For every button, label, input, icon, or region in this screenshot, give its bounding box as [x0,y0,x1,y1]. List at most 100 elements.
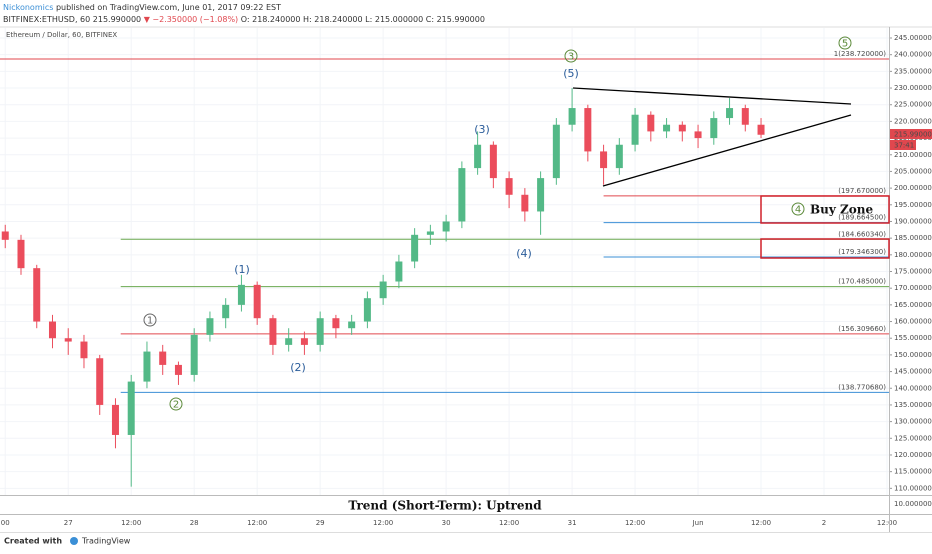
x-tick-label: Jun [692,519,704,527]
x-tick-label: 12:00 [751,519,771,527]
wave-label: (5) [563,67,579,80]
candle-body [505,178,513,195]
y-tick-label: 130.000000 [894,418,932,426]
y-tick-label: 125.000000 [894,434,932,442]
level-label: 1(238.720000) [834,50,886,58]
change: ▼ −2.350000 (−1.08%) [144,15,238,24]
y-tick-label: 205.000000 [894,167,932,175]
triangle-lower [602,114,852,187]
wave-label: (3) [474,123,490,136]
x-tick-label: 12:00 [877,519,897,527]
y-tick-label: 110.000000 [894,484,932,492]
x-tick-label: 31 [568,519,577,527]
y-tick-label: 245.000000 [894,34,932,42]
candle-body [80,341,88,359]
candle-body [395,261,403,282]
candle-body [411,234,419,262]
candle-body [348,321,356,329]
y-tick-label: 200.000000 [894,184,932,192]
wave-circle [169,397,183,411]
buy-zone-box [760,238,890,259]
candle-body [647,114,655,132]
wave-label: 5 [842,39,848,50]
level-label: (156.309660) [838,325,886,333]
x-tick-label: 12:00 [625,519,645,527]
candle-body [600,151,608,169]
x-tick-label: 12:00 [373,519,393,527]
symbol-line: BITFINEX:ETHUSD, 60 215.990000 ▼ −2.3500… [3,15,485,24]
wave-circle [564,49,578,63]
y-tick-label: 185.000000 [894,234,932,242]
candle-body [143,351,151,382]
trend-label: Trend (Short-Term): Uptrend [348,499,542,513]
candle-body [379,281,387,299]
candle-body [442,221,450,232]
candle-body [127,381,135,435]
candle-body [474,144,482,169]
wave-label: (4) [516,247,532,260]
candle-body [269,318,277,345]
candle-body [206,318,214,335]
footer-brand: TradingView [81,537,131,546]
y-tick-label: 145.000000 [894,368,932,376]
publisher: Nickonomics published on TradingView.com… [3,3,281,12]
level-label: (170.485000) [838,278,886,286]
y-tick-label: 120.000000 [894,451,932,459]
x-tick-label: 30 [442,519,451,527]
candle-body [316,318,324,345]
price-tag-label: 215.990000 [894,131,932,139]
x-tick-label: 2 [822,519,826,527]
candle-body [615,144,623,169]
candle-body [222,304,230,319]
candle-body [741,108,749,125]
candle-body [237,284,245,305]
y-tick-label: 230.000000 [894,84,932,92]
candle-body [584,108,592,152]
last: 215.990000 [93,15,141,24]
y-tick-label: 240.000000 [894,51,932,59]
candle-body [190,334,198,375]
y-tick-label: 135.000000 [894,401,932,409]
level-label: (179.346300) [838,248,886,256]
wave-label: 1 [147,316,153,327]
y-tick-label: 155.000000 [894,334,932,342]
y-tick-label: 140.000000 [894,384,932,392]
candle-body [663,124,671,132]
pane-axis-label: 10.000000 [894,500,932,508]
level-label: (138.770680) [838,383,886,391]
x-tick-label: 29 [316,519,325,527]
x-tick-label: 12:00 [247,519,267,527]
candle-body [285,338,293,345]
candle-body [521,194,529,212]
wave-label: (2) [290,361,306,374]
ohlc: O: 218.240000 H: 218.240000 L: 215.00000… [241,15,485,24]
candles [1,88,765,487]
candle-body [48,321,56,339]
y-tick-label: 170.000000 [894,284,932,292]
wave-circle [838,36,852,50]
triangle-upper [572,87,852,105]
timer-label: 37:41 [894,142,914,150]
x-tick-label: 28 [190,519,199,527]
y-tick-label: 220.000000 [894,117,932,125]
candle-body [17,239,25,269]
candle-body [489,144,497,179]
buy-zone-box [760,195,890,224]
x-tick-label: 12:00 [121,519,141,527]
chart-legend: Ethereum / Dollar, 60, BITFINEX [6,31,117,39]
symbol: BITFINEX:ETHUSD, 60 [3,15,90,24]
candle-body [300,338,308,345]
candle-body [363,298,371,322]
wave-label: 2 [173,400,179,411]
x-tick-label: 12:00 [499,519,519,527]
candle-body [631,114,639,145]
footer-created: Created with [4,537,62,546]
candle-body [1,231,9,240]
y-tick-label: 160.000000 [894,318,932,326]
candle-body [96,358,104,405]
level-label: (184.660340) [838,230,886,238]
y-tick-label: 175.000000 [894,268,932,276]
candle-body [678,124,686,132]
